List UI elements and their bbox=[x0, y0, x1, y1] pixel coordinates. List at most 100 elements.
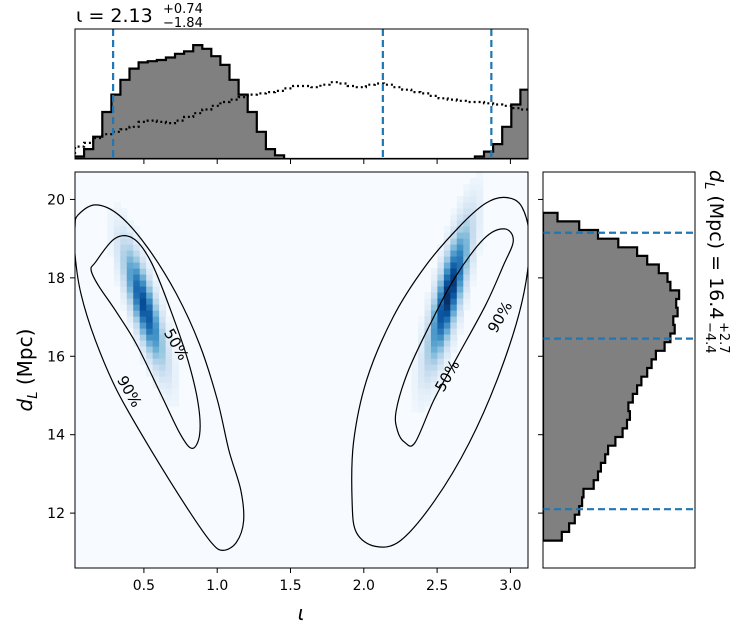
heatmap-cell bbox=[430, 268, 438, 275]
contour-lines bbox=[75, 196, 528, 552]
heatmap-cell bbox=[430, 328, 438, 335]
heatmap-cell bbox=[443, 298, 451, 305]
heatmap-cell bbox=[120, 292, 128, 299]
heatmap-cell bbox=[120, 244, 128, 251]
heatmap-cell bbox=[456, 298, 464, 305]
heatmap-cell bbox=[120, 304, 128, 311]
heatmap-cell bbox=[411, 376, 419, 383]
heatmap-cell bbox=[133, 286, 141, 293]
heatmap-cell bbox=[424, 364, 432, 371]
heatmap-cell bbox=[476, 196, 484, 203]
heatmap-cell bbox=[139, 286, 147, 293]
heatmap-cell bbox=[450, 208, 458, 215]
heatmap-cell bbox=[443, 280, 451, 287]
heatmap-cell bbox=[443, 340, 451, 347]
heatmap-cell bbox=[133, 328, 141, 335]
heatmap-cell bbox=[126, 310, 134, 317]
right-title-main: d bbox=[705, 170, 727, 183]
heatmap-cell bbox=[107, 208, 115, 215]
heatmap-cell bbox=[146, 298, 154, 305]
heatmap-cell bbox=[417, 352, 426, 359]
heatmap-cell bbox=[456, 214, 464, 221]
heatmap-cell bbox=[430, 274, 438, 281]
heatmap-cell bbox=[424, 388, 432, 395]
heatmap-cell bbox=[159, 316, 167, 323]
right-panel-title: dL (Mpc) = 16.4 bbox=[701, 170, 727, 319]
contour-90-line bbox=[351, 196, 528, 548]
heatmap-cell bbox=[424, 400, 432, 407]
heatmap-cell bbox=[450, 250, 458, 257]
heatmap-cell bbox=[424, 316, 432, 323]
heatmap-cell bbox=[443, 310, 451, 317]
heatmap-cell bbox=[139, 250, 147, 257]
heatmap-cell bbox=[443, 292, 451, 299]
heatmap-cell bbox=[424, 346, 432, 353]
heatmap-cell bbox=[113, 256, 121, 263]
heatmap-cell bbox=[165, 376, 173, 383]
heatmap-cell bbox=[152, 310, 160, 317]
heatmap-cell bbox=[159, 334, 167, 341]
heatmap-cell bbox=[133, 256, 141, 263]
heatmap-cell bbox=[476, 232, 484, 239]
heatmap-cell bbox=[146, 286, 154, 293]
heatmap-cell bbox=[463, 274, 471, 281]
heatmap-cell bbox=[476, 238, 484, 245]
heatmap-cell bbox=[411, 370, 419, 377]
heatmap-cell bbox=[417, 316, 426, 323]
heatmap-cell bbox=[417, 334, 426, 341]
heatmap-cell bbox=[443, 226, 451, 233]
heatmap-cell bbox=[476, 190, 484, 197]
heatmap-cell bbox=[463, 292, 471, 299]
heatmap-cell bbox=[424, 334, 432, 341]
heatmap-cell bbox=[133, 232, 141, 239]
heatmap-cell bbox=[443, 244, 451, 251]
heatmap-cell bbox=[126, 220, 134, 227]
heatmap-cell bbox=[107, 220, 115, 227]
heatmap-cell bbox=[476, 184, 484, 191]
heatmap-cell bbox=[107, 226, 115, 233]
heatmap-cell bbox=[165, 364, 173, 371]
heatmap-cell bbox=[469, 250, 477, 257]
heatmap-cell bbox=[463, 220, 471, 227]
heatmap-cell bbox=[172, 400, 180, 407]
heatmap-cell bbox=[139, 244, 147, 251]
heatmap-cell bbox=[417, 400, 426, 407]
heatmap-cell bbox=[417, 370, 426, 377]
heatmap-cell bbox=[133, 298, 141, 305]
heatmap-cell bbox=[107, 250, 115, 257]
heatmap-cell bbox=[126, 268, 134, 275]
heatmap-cell bbox=[113, 250, 121, 257]
heatmap-cell bbox=[172, 376, 180, 383]
heatmap-cell bbox=[133, 274, 141, 281]
y-axis-label-unit: (Mpc) bbox=[13, 329, 37, 392]
heatmap-cell bbox=[463, 202, 471, 209]
heatmap-cell bbox=[159, 298, 167, 305]
heatmap-cell bbox=[172, 382, 180, 389]
heatmap-cell bbox=[172, 394, 180, 401]
heatmap-cell bbox=[165, 370, 173, 377]
heatmap-cell bbox=[126, 304, 134, 311]
heatmap-cell bbox=[165, 322, 173, 329]
heatmap-cell bbox=[107, 214, 115, 221]
heatmap-cell bbox=[152, 304, 160, 311]
heatmap-cell bbox=[139, 358, 147, 365]
heatmap-cell bbox=[146, 328, 154, 335]
heatmap-cell bbox=[146, 364, 154, 371]
heatmap-cell bbox=[456, 322, 464, 329]
heatmap-cell bbox=[424, 376, 432, 383]
heatmap-cell bbox=[165, 328, 173, 335]
heatmap-cell bbox=[456, 262, 464, 269]
heatmap-cell bbox=[113, 214, 121, 221]
heatmap-cell bbox=[469, 238, 477, 245]
heatmap-cell bbox=[159, 310, 167, 317]
heatmap-cell bbox=[469, 262, 477, 269]
heatmap-cell bbox=[172, 352, 180, 359]
heatmap-cell bbox=[113, 268, 121, 275]
heatmap-cell bbox=[139, 310, 147, 317]
heatmap-cell bbox=[456, 316, 464, 323]
heatmap-cell bbox=[120, 208, 128, 215]
right-title-sub: L bbox=[701, 182, 716, 189]
heatmap-cell bbox=[437, 274, 445, 281]
heatmap-cell bbox=[437, 328, 445, 335]
heatmap-cell bbox=[417, 382, 426, 389]
